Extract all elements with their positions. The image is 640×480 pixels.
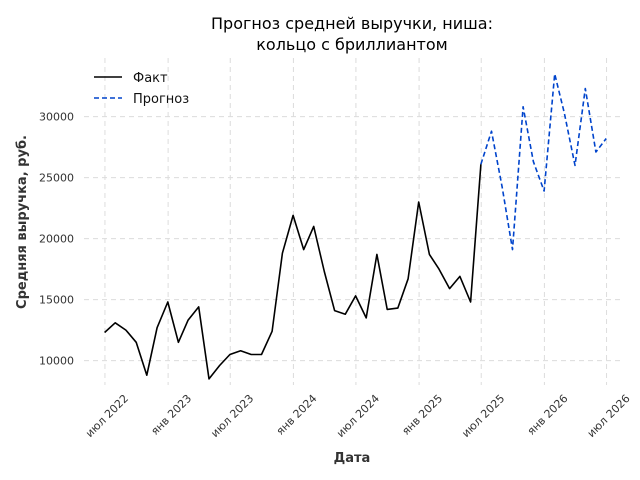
y-tick-label: 20000 [39, 233, 74, 246]
x-tick-label: июл 2024 [334, 392, 382, 440]
x-axis-label: Дата [334, 451, 371, 466]
x-tick-label: янв 2025 [399, 392, 445, 438]
grid [84, 58, 622, 385]
y-tick-label: 25000 [39, 172, 74, 185]
y-tick-label: 15000 [39, 294, 74, 307]
y-tick-label: 10000 [39, 355, 74, 368]
chart-title-line-1: Прогноз средней выручки, ниша: [211, 14, 493, 33]
y-tick-label: 30000 [39, 111, 74, 124]
chart-title-line-2: кольцо с бриллиантом [256, 35, 447, 54]
y-axis-ticks: 10000 15000 20000 25000 30000 [39, 111, 74, 368]
series-lines [104, 73, 607, 380]
x-tick-label: июл 2026 [585, 392, 633, 440]
x-axis-ticks: июл 2022 янв 2023 июл 2023 янв 2024 июл 2024… [83, 392, 633, 440]
legend-label-forecast: Прогноз [133, 92, 189, 107]
x-tick-label: июл 2025 [459, 392, 507, 440]
y-axis-label: Средняя выручка, руб. [15, 135, 30, 309]
x-tick-label: июл 2023 [208, 392, 256, 440]
series-line-forecast [480, 73, 607, 251]
legend-label-fact: Факт [133, 71, 168, 86]
legend: Факт Прогноз [94, 71, 189, 107]
x-tick-label: янв 2024 [274, 392, 320, 438]
x-tick-label: янв 2023 [148, 392, 194, 438]
series-line-fact [104, 164, 482, 380]
x-tick-label: янв 2026 [525, 392, 571, 438]
x-tick-label: июл 2022 [83, 392, 131, 440]
